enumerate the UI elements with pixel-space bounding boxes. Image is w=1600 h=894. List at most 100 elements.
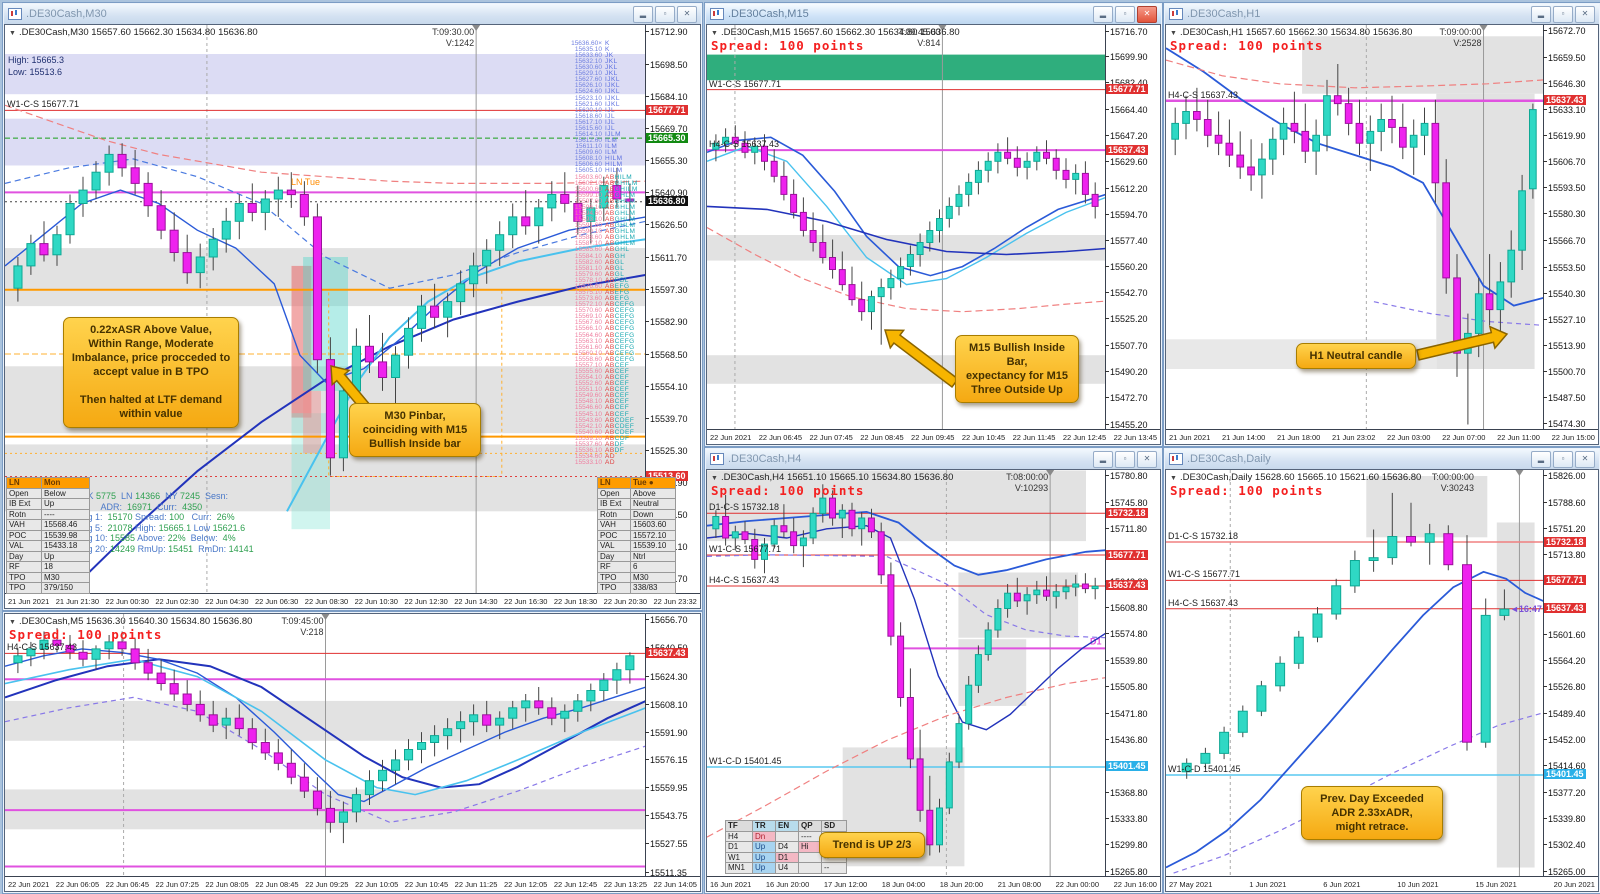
time-axis[interactable]: 22 Jun 2021 22 Jun 06:45 22 Jun 07:45 22 Ju…	[707, 429, 1160, 444]
restore-button[interactable]: ▫	[655, 5, 675, 23]
time-axis[interactable]: 21 Jun 2021 21 Jun 14:00 21 Jun 18:00 21 Ju…	[1166, 429, 1598, 444]
tpo-letters: IJKL	[605, 88, 621, 96]
tpo-row: 15632.10 JKL	[562, 59, 642, 65]
minimize-button[interactable]: ▂	[1531, 450, 1551, 468]
time-tick: 22 Jun 00:30	[105, 596, 149, 606]
table-cell: Neutral	[630, 498, 676, 510]
spread-indicator: Spread: 100 points	[711, 483, 865, 498]
session-stats-line: HK 5775 LN 14366 NY 7245 Sesn:	[81, 491, 254, 502]
table-cell: M30	[630, 571, 676, 583]
tpo-row: 15597.60 AB GHLM	[562, 198, 642, 205]
tpo-letters: EFG	[614, 282, 630, 290]
tpo-letters: ILM	[605, 137, 618, 145]
time-axis[interactable]: 22 Jun 2021 22 Jun 06:05 22 Jun 06:45 22 Ju…	[5, 876, 700, 891]
symbol-dropdown-icon[interactable]: ▼	[711, 30, 718, 37]
table-cell: Dn	[752, 830, 776, 842]
symbol-dropdown-icon[interactable]: ▼	[1170, 30, 1177, 37]
tpo-letters-initial: AB	[605, 173, 615, 181]
time-volume-readout: T:09:45:00 V:218	[196, 616, 323, 639]
tpo-row: 15629.10 JKL	[562, 71, 642, 77]
titlebar[interactable]: .DE30Cash,H1 ▂ ▫ ✕	[1165, 4, 1599, 24]
restore-button[interactable]: ▫	[1115, 5, 1135, 23]
price-tick: 15826.00	[1543, 471, 1586, 482]
price-axis[interactable]: 15780.8015745.8015711.8015643.8015608.80…	[1105, 470, 1160, 877]
close-button[interactable]: ✕	[1575, 5, 1595, 23]
table-cell: Up	[41, 550, 90, 562]
time-axis[interactable]: 16 Jun 2021 16 Jun 20:00 17 Jun 12:00 18 Ju…	[707, 876, 1160, 891]
titlebar[interactable]: .DE30Cash,Daily ▂ ▫ ✕	[1165, 449, 1599, 469]
tpo-price: 15629.10	[574, 70, 602, 78]
symbol-dropdown-icon[interactable]: ▼	[711, 475, 718, 482]
tpo-letters: CEFG	[614, 319, 635, 327]
bar-volume: V:814	[917, 38, 941, 49]
table-cell: VAH	[6, 519, 42, 531]
tpo-letters: HILM	[614, 173, 633, 181]
tpo-letters: ILM	[605, 143, 618, 151]
tpo-letters: GHLM	[614, 222, 636, 230]
time-axis[interactable]: 27 May 2021 1 Jun 2021 6 Jun 2021 10 Jun 20…	[1166, 876, 1598, 891]
price-tick: 15414.60	[1543, 761, 1586, 772]
tpo-letters: EFG	[614, 295, 630, 303]
price-tick: 15489.40	[1543, 708, 1586, 719]
tpo-letters-initial: AB	[605, 343, 615, 351]
pivot-level-label: D1-C-S 15732.18	[1168, 531, 1239, 542]
tpo-letters: IJKL	[605, 94, 621, 102]
tpo-price: 15612.60	[574, 137, 602, 145]
session-stats-line: Rg 10: 15585 Above: 22% Below: 4%	[81, 533, 254, 544]
tpo-letters: GHLM	[614, 234, 636, 242]
pivot-level-label: H4-C-S 15637.43	[1168, 597, 1239, 608]
restore-button[interactable]: ▫	[1553, 450, 1573, 468]
price-axis[interactable]: 15716.70 15699.90 15682.40 15664.40 15647.20…	[1105, 25, 1160, 430]
tpo-letters: IJL	[605, 106, 616, 114]
table-cell: MN1	[725, 862, 753, 874]
titlebar[interactable]: .DE30Cash,M15 ▂ ▫ ✕	[706, 4, 1161, 24]
close-button[interactable]: ✕	[1137, 5, 1157, 23]
chart-body: 15656.7015640.5015624.3015608.1015591.90…	[4, 613, 701, 892]
chart-canvas	[5, 25, 646, 595]
titlebar[interactable]: .DE30Cash,M30 ▂ ▫ ✕	[4, 4, 701, 24]
tpo-price: 15633.60	[574, 51, 602, 59]
symbol-dropdown-icon[interactable]: ▼	[9, 619, 16, 626]
window-title: .DE30Cash,H1	[1187, 8, 1261, 20]
price-tick: 15713.80	[1543, 550, 1586, 561]
titlebar[interactable]: .DE30Cash,H4 ▂ ▫ ✕	[706, 449, 1161, 469]
price-level-label: 15637.43	[1544, 603, 1586, 614]
tpo-letters: GL	[614, 270, 625, 278]
time-tick: 18 Jun 04:00	[881, 879, 926, 889]
symbol-dropdown-icon[interactable]: ▼	[1170, 475, 1177, 482]
tpo-letters: CEF	[614, 374, 630, 382]
time-tick: 22 Jun 14:05	[653, 879, 697, 889]
ma-line	[1166, 570, 1544, 869]
table-cell: ----	[41, 508, 90, 520]
time-axis[interactable]: 21 Jun 2021 21 Jun 21:30 22 Jun 00:30 22 Ju…	[5, 593, 700, 608]
price-tick: 15507.70	[1105, 340, 1148, 351]
restore-button[interactable]: ▫	[1553, 5, 1573, 23]
price-axis[interactable]: 15656.7015640.5015624.3015608.1015591.90…	[645, 614, 700, 878]
table-row: RF 18	[6, 561, 90, 573]
tpo-price: 15585.60	[574, 246, 602, 254]
symbol-dropdown-icon[interactable]: ▼	[9, 30, 16, 37]
minimize-button[interactable]: ▂	[1093, 5, 1113, 23]
minimize-button[interactable]: ▂	[1093, 450, 1113, 468]
tpo-letters-initial: AB	[605, 368, 615, 376]
time-tick: 15 Jun 2021	[1475, 879, 1517, 889]
close-button[interactable]: ✕	[1137, 450, 1157, 468]
price-tick: 15699.90	[1105, 51, 1148, 62]
price-axis[interactable]: 15672.70 15659.50 15646.30 15633.10 15619.90…	[1543, 25, 1598, 430]
close-button[interactable]: ✕	[677, 5, 697, 23]
session-stat: 15170	[107, 512, 133, 522]
minimize-button[interactable]: ▂	[1531, 5, 1551, 23]
price-level-label: 15637.43	[1106, 144, 1148, 155]
price-axis[interactable]: 15826.00 15788.60 15751.20 15713.80 15601.60…	[1543, 470, 1598, 877]
session-stat: RmDn:	[193, 543, 229, 554]
table-cell: 15568.46	[41, 519, 90, 531]
tpo-price: 15575.10	[574, 289, 602, 296]
tpo-letters-initial: AB	[605, 386, 615, 394]
tpo-row: 15617.10 IJL	[562, 119, 642, 126]
tpo-price: 15579.60	[574, 270, 602, 278]
minimize-button[interactable]: ▂	[633, 5, 653, 23]
window-controls: ▂ ▫ ✕	[1531, 450, 1595, 468]
restore-button[interactable]: ▫	[1115, 450, 1135, 468]
price-tick: 15339.80	[1543, 813, 1586, 824]
close-button[interactable]: ✕	[1575, 450, 1595, 468]
